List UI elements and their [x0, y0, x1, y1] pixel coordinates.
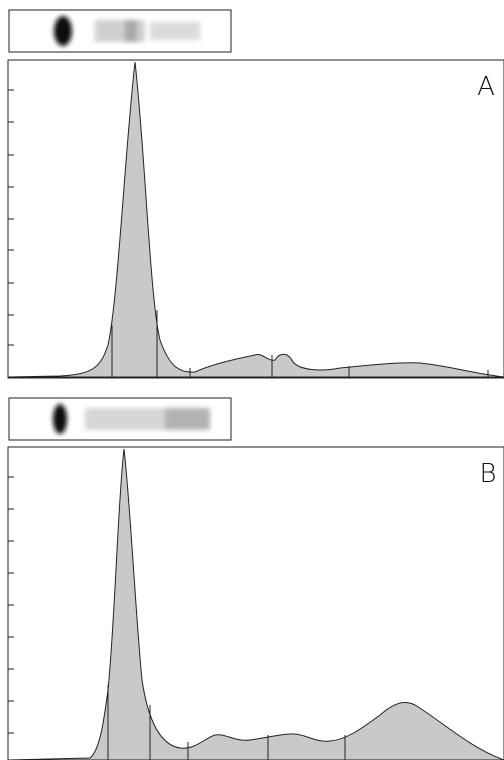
panel-label: A: [477, 72, 495, 102]
figure: A B: [0, 0, 504, 760]
gel-strip-a: [9, 10, 231, 52]
panel-label: B: [479, 459, 496, 489]
densitogram-a: A: [8, 60, 504, 378]
gel-strip-b: [9, 398, 231, 440]
densitogram-b: B: [8, 447, 504, 760]
